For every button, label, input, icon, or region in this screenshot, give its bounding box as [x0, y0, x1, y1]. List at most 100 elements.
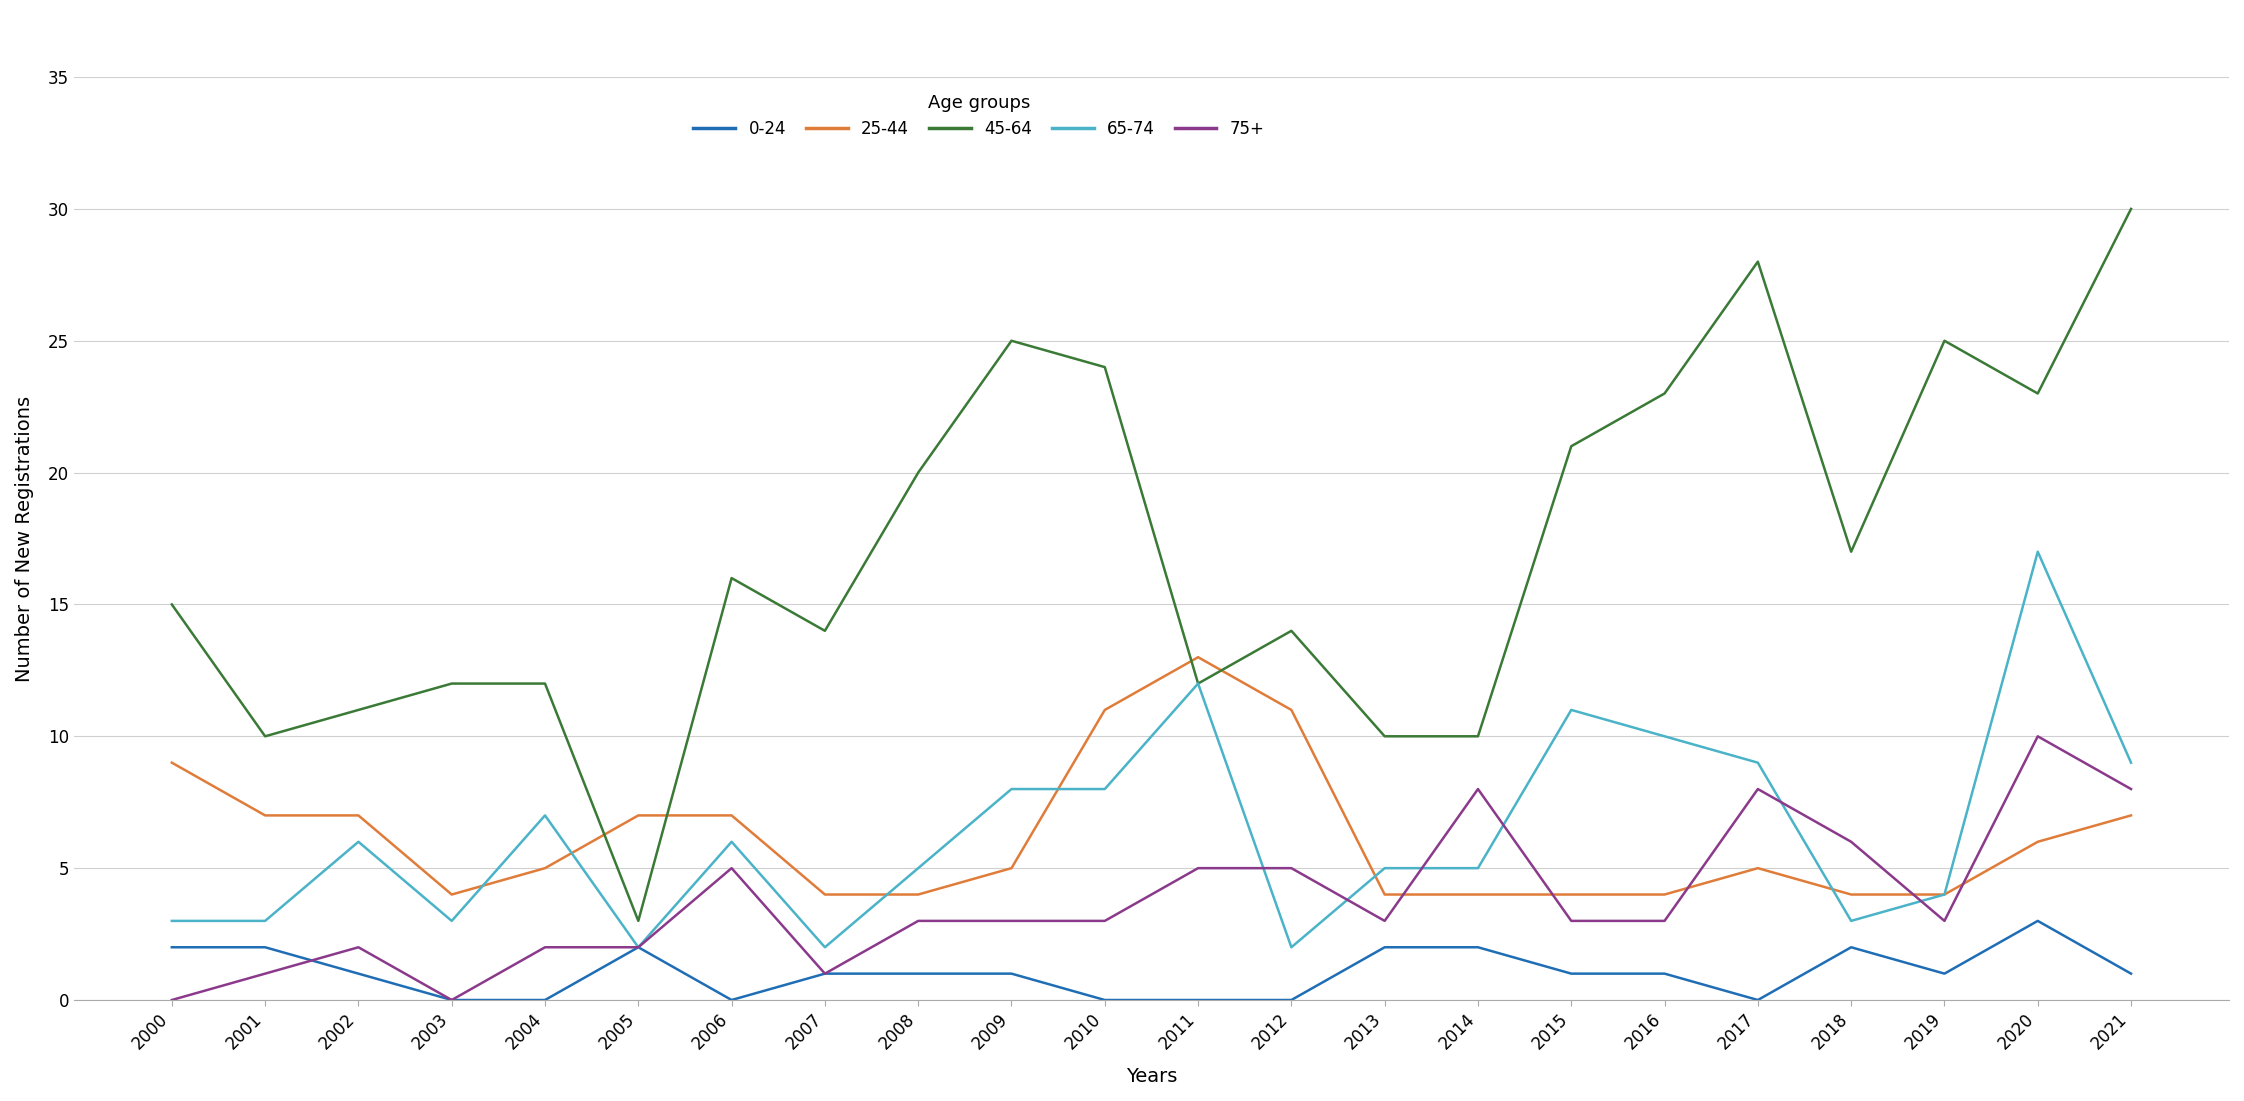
75+ — [718, 862, 745, 875]
0-24 — [2024, 914, 2051, 927]
45-64 — [999, 334, 1026, 347]
25-44 — [718, 809, 745, 822]
75+ — [1371, 914, 1398, 927]
75+ — [999, 914, 1026, 927]
0-24 — [2118, 967, 2145, 980]
75+ — [159, 993, 186, 1006]
0-24 — [904, 967, 931, 980]
75+ — [1744, 783, 1771, 796]
25-44 — [346, 809, 373, 822]
25-44 — [1091, 704, 1118, 717]
0-24 — [1652, 967, 1679, 980]
25-44 — [2024, 836, 2051, 849]
65-74 — [1277, 940, 1304, 953]
0-24 — [1185, 993, 1212, 1006]
25-44 — [159, 756, 186, 770]
25-44 — [532, 862, 559, 875]
75+ — [1185, 862, 1212, 875]
45-64 — [812, 624, 839, 637]
0-24 — [1932, 967, 1959, 980]
0-24 — [1744, 993, 1771, 1006]
45-64 — [2024, 386, 2051, 400]
75+ — [532, 940, 559, 953]
45-64 — [1091, 360, 1118, 373]
65-74 — [624, 940, 651, 953]
75+ — [812, 967, 839, 980]
65-74 — [2024, 545, 2051, 558]
65-74 — [438, 914, 465, 927]
45-64 — [2118, 203, 2145, 216]
Line: 65-74: 65-74 — [173, 552, 2132, 947]
Y-axis label: Number of New Registrations: Number of New Registrations — [16, 395, 34, 682]
45-64 — [1277, 624, 1304, 637]
25-44 — [1744, 862, 1771, 875]
45-64 — [1371, 730, 1398, 743]
75+ — [346, 940, 373, 953]
75+ — [1838, 836, 1865, 849]
25-44 — [1838, 887, 1865, 901]
Line: 25-44: 25-44 — [173, 657, 2132, 894]
75+ — [2118, 783, 2145, 796]
0-24 — [438, 993, 465, 1006]
45-64 — [346, 704, 373, 717]
0-24 — [159, 940, 186, 953]
65-74 — [718, 836, 745, 849]
75+ — [1465, 783, 1492, 796]
65-74 — [812, 940, 839, 953]
75+ — [251, 967, 278, 980]
75+ — [624, 940, 651, 953]
0-24 — [1371, 940, 1398, 953]
25-44 — [812, 887, 839, 901]
45-64 — [1185, 677, 1212, 690]
Line: 45-64: 45-64 — [173, 209, 2132, 920]
65-74 — [1465, 862, 1492, 875]
0-24 — [812, 967, 839, 980]
65-74 — [159, 914, 186, 927]
65-74 — [1838, 914, 1865, 927]
65-74 — [532, 809, 559, 822]
65-74 — [1091, 783, 1118, 796]
65-74 — [999, 783, 1026, 796]
25-44 — [1371, 887, 1398, 901]
65-74 — [1932, 887, 1959, 901]
45-64 — [904, 466, 931, 479]
45-64 — [1932, 334, 1959, 347]
65-74 — [904, 862, 931, 875]
25-44 — [1652, 887, 1679, 901]
75+ — [1932, 914, 1959, 927]
25-44 — [1932, 887, 1959, 901]
45-64 — [1465, 730, 1492, 743]
25-44 — [438, 887, 465, 901]
0-24 — [1838, 940, 1865, 953]
25-44 — [1465, 887, 1492, 901]
Legend: 0-24, 25-44, 45-64, 65-74, 75+: 0-24, 25-44, 45-64, 65-74, 75+ — [684, 86, 1272, 146]
75+ — [1557, 914, 1584, 927]
0-24 — [1465, 940, 1492, 953]
65-74 — [1185, 677, 1212, 690]
25-44 — [999, 862, 1026, 875]
25-44 — [624, 809, 651, 822]
45-64 — [438, 677, 465, 690]
45-64 — [1744, 255, 1771, 269]
75+ — [904, 914, 931, 927]
25-44 — [1557, 887, 1584, 901]
45-64 — [1557, 439, 1584, 453]
45-64 — [624, 914, 651, 927]
45-64 — [1652, 386, 1679, 400]
45-64 — [532, 677, 559, 690]
Line: 0-24: 0-24 — [173, 920, 2132, 1000]
65-74 — [251, 914, 278, 927]
75+ — [1091, 914, 1118, 927]
75+ — [438, 993, 465, 1006]
45-64 — [1838, 545, 1865, 558]
0-24 — [999, 967, 1026, 980]
65-74 — [2118, 756, 2145, 770]
45-64 — [718, 571, 745, 585]
25-44 — [2118, 809, 2145, 822]
25-44 — [1277, 704, 1304, 717]
0-24 — [251, 940, 278, 953]
75+ — [1277, 862, 1304, 875]
0-24 — [1091, 993, 1118, 1006]
65-74 — [1744, 756, 1771, 770]
0-24 — [1557, 967, 1584, 980]
